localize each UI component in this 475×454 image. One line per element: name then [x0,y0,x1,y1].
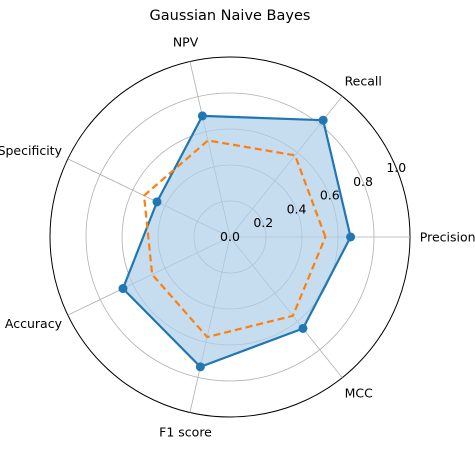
radial-tick-label: 0.6 [320,188,340,203]
series-layer [118,111,356,372]
axis-label: Accuracy [5,316,63,331]
chart-title: Gaussian Naive Bayes [149,8,311,24]
radial-tick-label: 0.8 [353,174,373,189]
series-1-point [298,323,308,333]
series-1-point [318,115,328,125]
series-1-point [118,284,128,294]
series-1-point [195,362,205,372]
axis-label: Recall [345,73,382,88]
radial-tick-label: 0.0 [220,229,240,244]
series-1-area [122,115,351,367]
axis-label: F1 score [159,424,212,439]
axis-label: Specificity [0,143,63,158]
series-1-point [346,232,356,242]
axis-label: NPV [173,35,199,50]
series-2-line [142,139,327,339]
axis-label: MCC [345,386,374,401]
series-1-point [152,197,162,207]
label-layer: 0.0 0.2 0.4 0.6 0.8 1.0 Precision Recall NPV Spec… [0,35,475,440]
series-1-point [197,111,207,121]
series-1-line [121,114,352,368]
radial-tick-label: 1.0 [386,160,406,175]
axis-label: Precision [420,230,475,245]
radial-tick-label: 0.4 [287,201,307,216]
radial-tick-label: 0.2 [253,215,273,230]
